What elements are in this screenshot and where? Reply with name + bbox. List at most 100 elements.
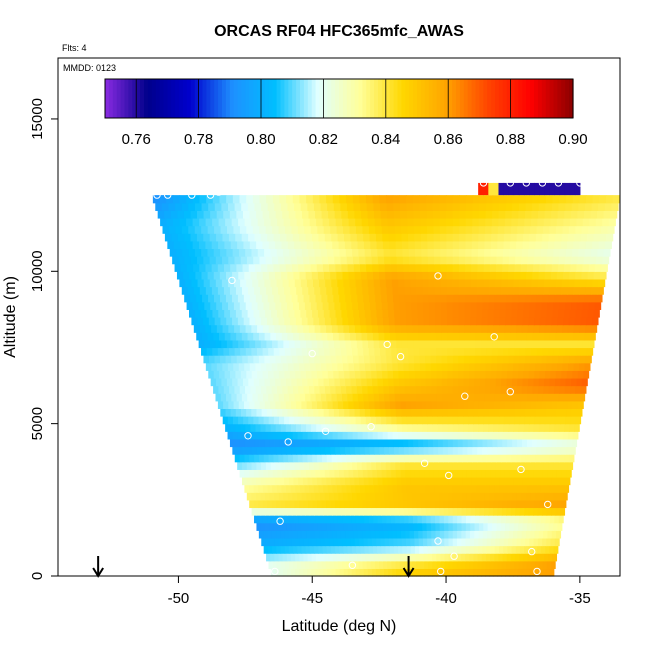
heatmap-cell [570, 416, 577, 425]
heatmap-cell [287, 568, 292, 577]
heatmap-cell [535, 301, 543, 310]
heatmap-cell [307, 476, 313, 486]
heatmap-cell [310, 469, 316, 478]
heatmap-cell [386, 515, 392, 524]
heatmap-cell [490, 377, 497, 387]
heatmap-cell [562, 278, 569, 288]
heatmap-cell [339, 545, 345, 554]
top-strip-cell [559, 182, 566, 196]
heatmap-cell [267, 294, 275, 303]
heatmap-cell [387, 522, 393, 531]
heatmap-cell [385, 461, 392, 470]
heatmap-cell [329, 347, 336, 356]
heatmap-cell [511, 217, 519, 227]
heatmap-cell [306, 309, 313, 318]
heatmap-cell [185, 278, 193, 288]
heatmap-cell [219, 271, 227, 280]
heatmap-cell [519, 461, 526, 470]
heatmap-cell [209, 256, 217, 265]
heatmap-cell [407, 233, 415, 242]
heatmap-cell [466, 492, 472, 501]
heatmap-cell [498, 217, 506, 227]
heatmap-cell [381, 301, 389, 310]
heatmap-cell [458, 263, 466, 272]
heatmap-cell [336, 507, 342, 516]
heatmap-cell [222, 416, 229, 425]
heatmap-cell [446, 286, 454, 295]
heatmap-cell [557, 431, 564, 440]
heatmap-cell [427, 553, 433, 562]
heatmap-cell [420, 370, 427, 379]
heatmap-cell [314, 355, 321, 364]
heatmap-cell [388, 309, 395, 318]
heatmap-cell [271, 309, 278, 318]
heatmap-cell [295, 553, 300, 562]
heatmap-cell [485, 469, 492, 478]
heatmap-cell [418, 339, 426, 349]
heatmap-cell [492, 195, 500, 204]
heatmap-cell [378, 385, 385, 394]
heatmap-cell [463, 347, 471, 356]
heatmap-cell [559, 195, 567, 204]
heatmap-cell [208, 294, 215, 303]
heatmap-cell [491, 355, 498, 364]
heatmap-cell [254, 438, 261, 448]
heatmap-cell [246, 256, 254, 265]
heatmap-cell [542, 507, 548, 516]
heatmap-cell [375, 408, 382, 417]
heatmap-cell [340, 256, 348, 265]
heatmap-cell [315, 294, 323, 303]
heatmap-cell [342, 515, 348, 524]
heatmap-cell [394, 225, 402, 234]
heatmap-cell [482, 446, 488, 455]
heatmap-cell [477, 553, 483, 562]
heatmap-cell [379, 339, 386, 349]
heatmap-cell [381, 545, 387, 554]
heatmap-cell [426, 522, 432, 531]
heatmap-cell [309, 507, 315, 516]
heatmap-cell [552, 469, 558, 478]
heatmap-cell [439, 515, 445, 524]
heatmap-cell [457, 507, 463, 516]
heatmap-cell [516, 499, 522, 509]
heatmap-cell [569, 217, 577, 227]
heatmap-cell [372, 332, 380, 341]
heatmap-cell [430, 355, 437, 364]
heatmap-cell [391, 522, 397, 531]
heatmap-cell [309, 560, 315, 569]
heatmap-cell [561, 233, 569, 242]
heatmap-cell [360, 454, 367, 463]
colorbar-segment [116, 79, 122, 118]
heatmap-cell [462, 484, 468, 493]
heatmap-cell [268, 271, 276, 280]
heatmap-cell [434, 492, 440, 501]
heatmap-cell [433, 469, 440, 478]
heatmap-cell [419, 362, 426, 371]
heatmap-cell [298, 499, 305, 509]
heatmap-cell [354, 324, 362, 333]
heatmap-cell [267, 515, 273, 524]
heatmap-cell [472, 225, 480, 234]
heatmap-cell [344, 408, 351, 417]
heatmap-cell [457, 408, 464, 417]
heatmap-cell [434, 476, 440, 486]
heatmap-cell [300, 446, 307, 455]
heatmap-cell [200, 309, 208, 318]
heatmap-cell [435, 332, 442, 341]
heatmap-cell [353, 362, 361, 371]
heatmap-cell [334, 301, 341, 310]
heatmap-cell [546, 560, 552, 569]
heatmap-cell [226, 393, 232, 402]
heatmap-cell [478, 530, 484, 539]
heatmap-cell [267, 530, 273, 539]
heatmap-cell [416, 408, 423, 417]
heatmap-cell [269, 210, 277, 219]
colorbar-segment [483, 79, 488, 118]
heatmap-cell [274, 553, 280, 562]
heatmap-cell [367, 469, 373, 478]
heatmap-cell [499, 400, 506, 410]
heatmap-cell [371, 499, 377, 509]
heatmap-cell [267, 202, 275, 211]
heatmap-cell [583, 210, 592, 219]
heatmap-cell [462, 416, 469, 425]
